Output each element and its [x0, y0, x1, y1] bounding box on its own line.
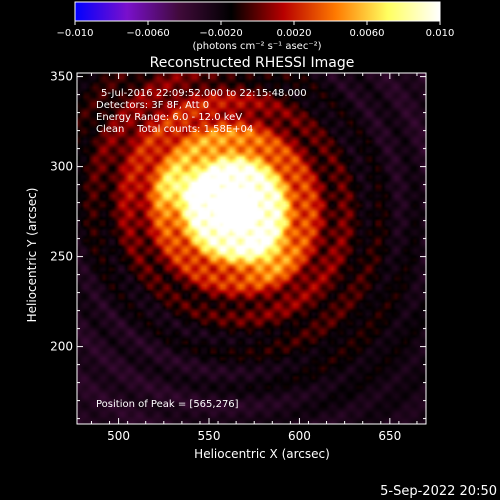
colorbar-tick-label: −0.0060 — [126, 28, 169, 39]
y-tick-label: 300 — [50, 160, 73, 174]
info-time: 5-Jul-2016 22:09:52.000 to 22:15:48.000 — [101, 88, 307, 99]
colorbar-tick-label: 0.0020 — [277, 28, 312, 39]
colorbar-label: (photons cm⁻² s⁻¹ asec⁻²) — [192, 41, 321, 52]
colorbar-ticks: −0.010 −0.0060 −0.0020 0.0020 0.0060 0.010 — [56, 21, 454, 39]
x-tick-label: 600 — [288, 429, 311, 443]
y-tick-label: 200 — [50, 340, 73, 354]
colorbar-tick-label: 0.010 — [426, 28, 455, 39]
x-tick-label: 500 — [107, 429, 130, 443]
x-axis-label: Heliocentric X (arcsec) — [194, 447, 330, 461]
y-tick-label: 250 — [50, 250, 73, 264]
y-tick-label: 350 — [50, 70, 73, 84]
heatmap-image — [77, 73, 426, 424]
x-tick-label: 550 — [198, 429, 221, 443]
plot-frame — [76, 72, 427, 425]
colorbar-tick-label: −0.010 — [56, 28, 93, 39]
footer-date: 5-Sep-2022 20:50 — [380, 484, 497, 499]
axes: 500 550 600 650 200 250 300 350 — [50, 70, 426, 443]
y-axis-label: Heliocentric Y (arcsec) — [25, 188, 39, 323]
peak-position: Position of Peak = [565,276] — [96, 399, 239, 410]
info-detectors: Detectors: 3F 8F, Att 0 — [96, 100, 209, 111]
colorbar — [74, 1, 441, 22]
chart-title: Reconstructed RHESSI Image — [150, 55, 355, 71]
info-clean: Clean Total counts: 1.58E+04 — [96, 124, 253, 135]
x-tick-label: 650 — [378, 429, 401, 443]
colorbar-tick-label: 0.0060 — [350, 28, 385, 39]
colorbar-tick-label: −0.0020 — [199, 28, 242, 39]
observation-info: 5-Jul-2016 22:09:52.000 to 22:15:48.000 … — [96, 88, 307, 410]
info-energy: Energy Range: 6.0 - 12.0 keV — [96, 112, 242, 123]
